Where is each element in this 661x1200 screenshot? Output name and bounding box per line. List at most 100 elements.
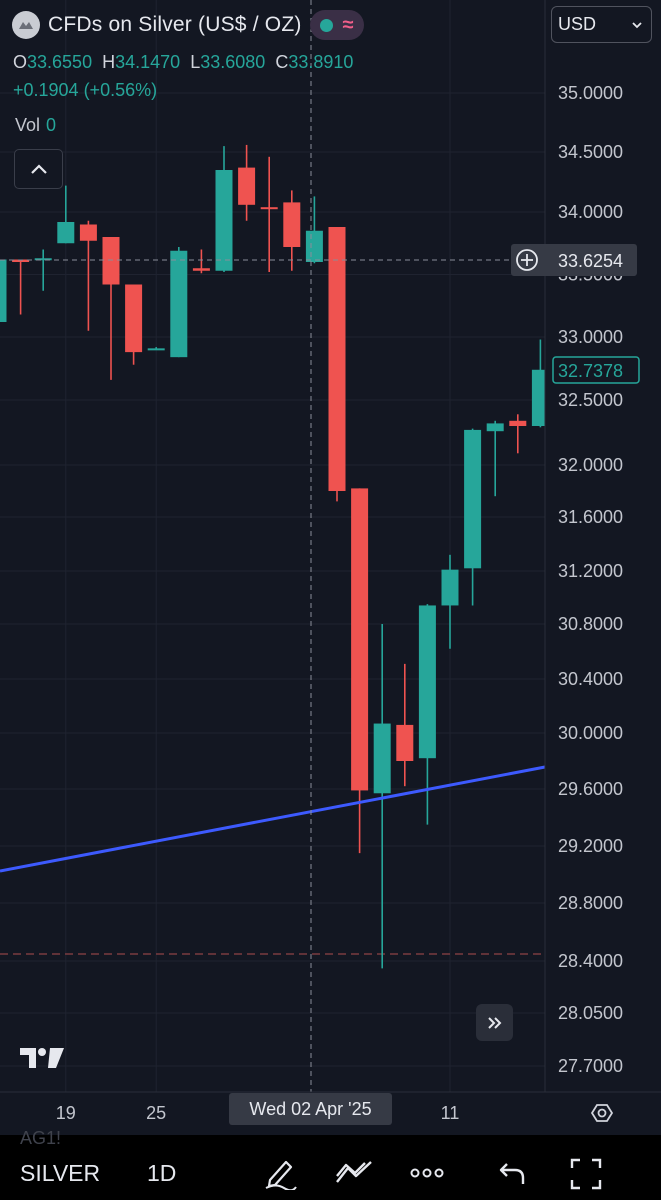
- x-tick-label: 25: [146, 1103, 166, 1123]
- candle: [192, 249, 210, 274]
- candle: [328, 227, 346, 502]
- high-label: H: [102, 52, 116, 72]
- candle: [0, 259, 7, 322]
- collapse-legend-button[interactable]: [14, 149, 63, 189]
- symbol-header[interactable]: CFDs on Silver (US$ / OZ) ≈: [12, 10, 364, 40]
- candle-body: [12, 259, 30, 262]
- y-tick-label: 28.0500: [558, 1003, 623, 1023]
- y-tick-label: 35.0000: [558, 83, 623, 103]
- symbol-button[interactable]: SILVER: [20, 1160, 101, 1186]
- candle: [283, 190, 301, 271]
- price-axis-background: [545, 0, 661, 1092]
- candle: [12, 259, 30, 315]
- fullscreen-icon[interactable]: [568, 1156, 604, 1192]
- ohlc-values: O33.6550 H34.1470 L33.6080 C33.8910: [13, 52, 353, 73]
- y-tick-label: 34.0000: [558, 202, 623, 222]
- chevron-up-icon: [30, 164, 47, 174]
- candle: [102, 237, 120, 380]
- candle: [396, 663, 414, 787]
- y-tick-label: 30.8000: [558, 614, 623, 634]
- low-label: L: [190, 52, 201, 72]
- candle: [34, 249, 52, 291]
- bottom-toolbar: [0, 1135, 661, 1200]
- status-pill[interactable]: ≈: [309, 10, 364, 40]
- interval-button[interactable]: 1D: [147, 1160, 177, 1186]
- x-tick-label: 11: [441, 1103, 460, 1123]
- y-tick-label: 31.2000: [558, 561, 623, 581]
- crosshair-date-label: Wed 02 Apr '25: [229, 1093, 392, 1125]
- y-tick-label: 32.0000: [558, 455, 623, 475]
- candle-body: [396, 724, 414, 761]
- open-label: O: [13, 52, 28, 72]
- high-value: 34.1470: [115, 52, 181, 72]
- candle: [238, 144, 256, 221]
- candle: [509, 414, 527, 454]
- undo-icon[interactable]: [497, 1156, 529, 1190]
- y-tick-label: 30.0000: [558, 723, 623, 743]
- candle-body: [34, 258, 52, 261]
- price-chart[interactable]: 35.000034.500034.000033.500033.000032.50…: [0, 0, 661, 1135]
- candle-body: [192, 268, 210, 271]
- candle-body: [418, 605, 436, 759]
- currency-value: USD: [558, 14, 597, 34]
- trendline[interactable]: [0, 765, 546, 873]
- more-icon[interactable]: [408, 1156, 446, 1190]
- logo-icon: [12, 11, 40, 39]
- scroll-to-realtime-button[interactable]: [476, 1004, 513, 1041]
- tradingview-logo[interactable]: [18, 1044, 66, 1070]
- candle: [170, 247, 188, 358]
- grid-lines: [0, 0, 545, 1092]
- drawing-tools-icon[interactable]: [334, 1156, 374, 1190]
- candle-body: [351, 488, 369, 791]
- close-value: 33.8910: [288, 52, 354, 72]
- candle: [260, 156, 278, 272]
- y-tick-label: 29.2000: [558, 836, 623, 856]
- y-tick-label: 28.4000: [558, 951, 623, 971]
- candle-body: [238, 167, 256, 205]
- candle: [57, 185, 75, 244]
- symbol-ghost-text: AG1!: [20, 1128, 62, 1148]
- crosshair-price-text: 33.6254: [558, 251, 623, 271]
- y-tick-label: 33.0000: [558, 327, 623, 347]
- y-tick-label: 32.5000: [558, 390, 623, 410]
- candle-body: [170, 250, 188, 358]
- candles: [0, 144, 549, 969]
- candle-body: [125, 284, 143, 353]
- plus-circle-icon[interactable]: [516, 249, 538, 271]
- candle: [147, 347, 165, 351]
- candle-body: [486, 423, 504, 432]
- candle-body: [328, 227, 346, 491]
- candle: [486, 420, 504, 497]
- low-value: 33.6080: [200, 52, 266, 72]
- y-tick-label: 30.4000: [558, 669, 623, 689]
- x-tick-label: 19: [56, 1103, 76, 1123]
- currency-select[interactable]: USD: [551, 6, 652, 43]
- price-change: +0.1904 (+0.56%): [13, 80, 158, 100]
- candle-body: [260, 207, 278, 210]
- pen-icon[interactable]: [262, 1156, 298, 1190]
- wave-icon: ≈: [342, 13, 354, 36]
- settings-icon[interactable]: [590, 1101, 614, 1125]
- time-axis[interactable]: 3192511: [0, 1091, 661, 1123]
- candle: [441, 554, 459, 649]
- y-tick-label: 31.6000: [558, 507, 623, 527]
- y-tick-label: 27.7000: [558, 1056, 623, 1076]
- candle-body: [57, 222, 75, 244]
- candle: [305, 196, 323, 264]
- candle-body: [305, 230, 323, 262]
- y-tick-label: 34.5000: [558, 142, 623, 162]
- candle-body: [509, 420, 527, 426]
- candle: [373, 624, 391, 969]
- candle-body: [283, 202, 301, 247]
- price-axis[interactable]: 35.000034.500034.000033.500033.000032.50…: [544, 0, 661, 1092]
- candle: [418, 604, 436, 825]
- volume-label: Vol: [15, 115, 41, 135]
- candle-body: [215, 170, 233, 271]
- candle-body: [441, 569, 459, 606]
- chevron-down-icon: [632, 21, 642, 28]
- y-tick-label: 29.6000: [558, 779, 623, 799]
- last-price-label: 32.7378: [552, 356, 640, 384]
- candle-body: [373, 723, 391, 794]
- volume-indicator[interactable]: Vol 0: [15, 115, 56, 136]
- last-price-text: 32.7378: [558, 361, 623, 381]
